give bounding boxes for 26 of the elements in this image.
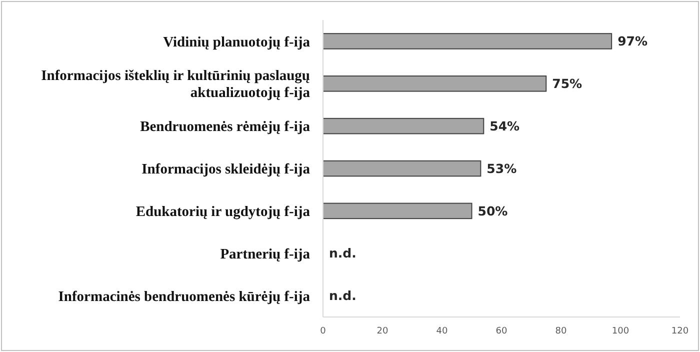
text: n.d.	[329, 288, 356, 304]
bar	[322, 118, 484, 134]
data-label: 54%	[490, 118, 520, 134]
x-tick-label: 120	[671, 326, 689, 336]
y-tick-label: Bendruomenės rėmėjų f-ija	[140, 119, 311, 136]
bar	[322, 202, 472, 220]
data-label: 75%	[552, 76, 583, 92]
data-label: 97%	[618, 34, 648, 49]
x-tick-label: 20	[376, 326, 388, 336]
bar	[322, 76, 547, 92]
bar	[322, 33, 612, 50]
data-label: 50%	[478, 203, 508, 218]
x-tick-label: 60	[496, 326, 508, 336]
x-tick-label: 0	[320, 326, 326, 336]
y-tick-label: Partnerių f-ija	[220, 246, 311, 262]
x-tick-label: 100	[612, 326, 630, 336]
data-label: 53%	[486, 160, 518, 176]
y-tick-label: Informacijos skleidėjų f-ija	[142, 162, 311, 178]
y-tick-label: Vidinių planuotojų f-ija	[163, 34, 311, 50]
text: n.d.	[329, 246, 356, 261]
y-tick-label: Informacinės bendruomenės kūrėjų f-ija	[58, 288, 311, 305]
x-tick-label: 80	[555, 326, 567, 336]
bar	[322, 160, 482, 177]
y-tick-label: Informacijos išteklių ir kultūrinių paslaugų aktualizuotojų f-ija	[41, 68, 311, 102]
x-tick-label: 40	[436, 326, 448, 336]
y-tick-label: Edukatorių ir ugdytojų f-ija	[136, 204, 311, 220]
